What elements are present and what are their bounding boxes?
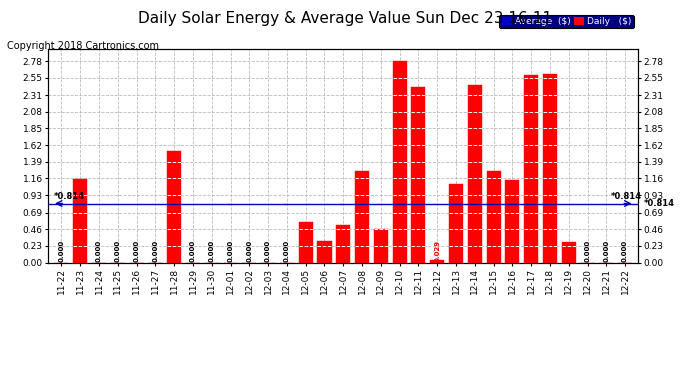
Bar	[486, 171, 501, 262]
Text: 1.158: 1.158	[77, 240, 83, 262]
Text: 0.000: 0.000	[134, 240, 139, 262]
Text: 0.000: 0.000	[265, 240, 271, 262]
Text: Daily Solar Energy & Average Value Sun Dec 23 16:11: Daily Solar Energy & Average Value Sun D…	[138, 11, 552, 26]
Text: 0.000: 0.000	[115, 240, 121, 262]
Bar	[411, 87, 426, 262]
Text: 0.000: 0.000	[190, 240, 196, 262]
Bar	[543, 74, 557, 262]
Bar	[167, 151, 181, 262]
Bar	[336, 225, 351, 262]
Bar	[317, 241, 331, 262]
Text: 1.079: 1.079	[453, 240, 459, 262]
Text: 0.000: 0.000	[209, 240, 215, 262]
Bar	[374, 229, 388, 262]
Text: 1.543: 1.543	[171, 240, 177, 262]
Text: 0.563: 0.563	[303, 240, 308, 262]
Text: 0.000: 0.000	[228, 240, 233, 262]
Bar	[393, 61, 406, 262]
Text: 0.000: 0.000	[603, 240, 609, 262]
Text: 2.428: 2.428	[415, 240, 422, 262]
Bar	[524, 75, 538, 262]
Bar	[449, 184, 463, 262]
Bar	[299, 222, 313, 262]
Text: 0.517: 0.517	[340, 240, 346, 262]
Text: 2.598: 2.598	[547, 240, 553, 262]
Text: 0.000: 0.000	[96, 240, 102, 262]
Text: 0.000: 0.000	[246, 240, 253, 262]
Text: 0.029: 0.029	[434, 240, 440, 262]
Text: 0.302: 0.302	[322, 240, 328, 262]
Text: 0.000: 0.000	[584, 240, 591, 262]
Text: 0.000: 0.000	[59, 240, 64, 262]
Text: 1.263: 1.263	[359, 240, 365, 262]
Text: Copyright 2018 Cartronics.com: Copyright 2018 Cartronics.com	[7, 41, 159, 51]
Bar	[468, 84, 482, 262]
Text: 2.456: 2.456	[472, 240, 477, 262]
Bar	[562, 242, 575, 262]
Bar	[505, 180, 520, 262]
Text: *0.814: *0.814	[611, 192, 642, 201]
Text: 0.000: 0.000	[284, 240, 290, 262]
Text: 2.591: 2.591	[528, 240, 534, 262]
Bar	[73, 178, 88, 262]
Text: 0.465: 0.465	[378, 240, 384, 262]
Text: *0.814: *0.814	[644, 199, 675, 208]
Bar	[355, 171, 369, 262]
Legend: Average  ($), Daily   ($): Average ($), Daily ($)	[500, 15, 633, 28]
Text: 0.000: 0.000	[622, 240, 628, 262]
Bar	[430, 260, 444, 262]
Text: 0.000: 0.000	[152, 240, 159, 262]
Text: 2.777: 2.777	[397, 240, 403, 262]
Text: 1.142: 1.142	[509, 240, 515, 262]
Text: *0.814: *0.814	[54, 192, 85, 201]
Text: 0.287: 0.287	[566, 240, 572, 262]
Text: 1.261: 1.261	[491, 240, 497, 262]
